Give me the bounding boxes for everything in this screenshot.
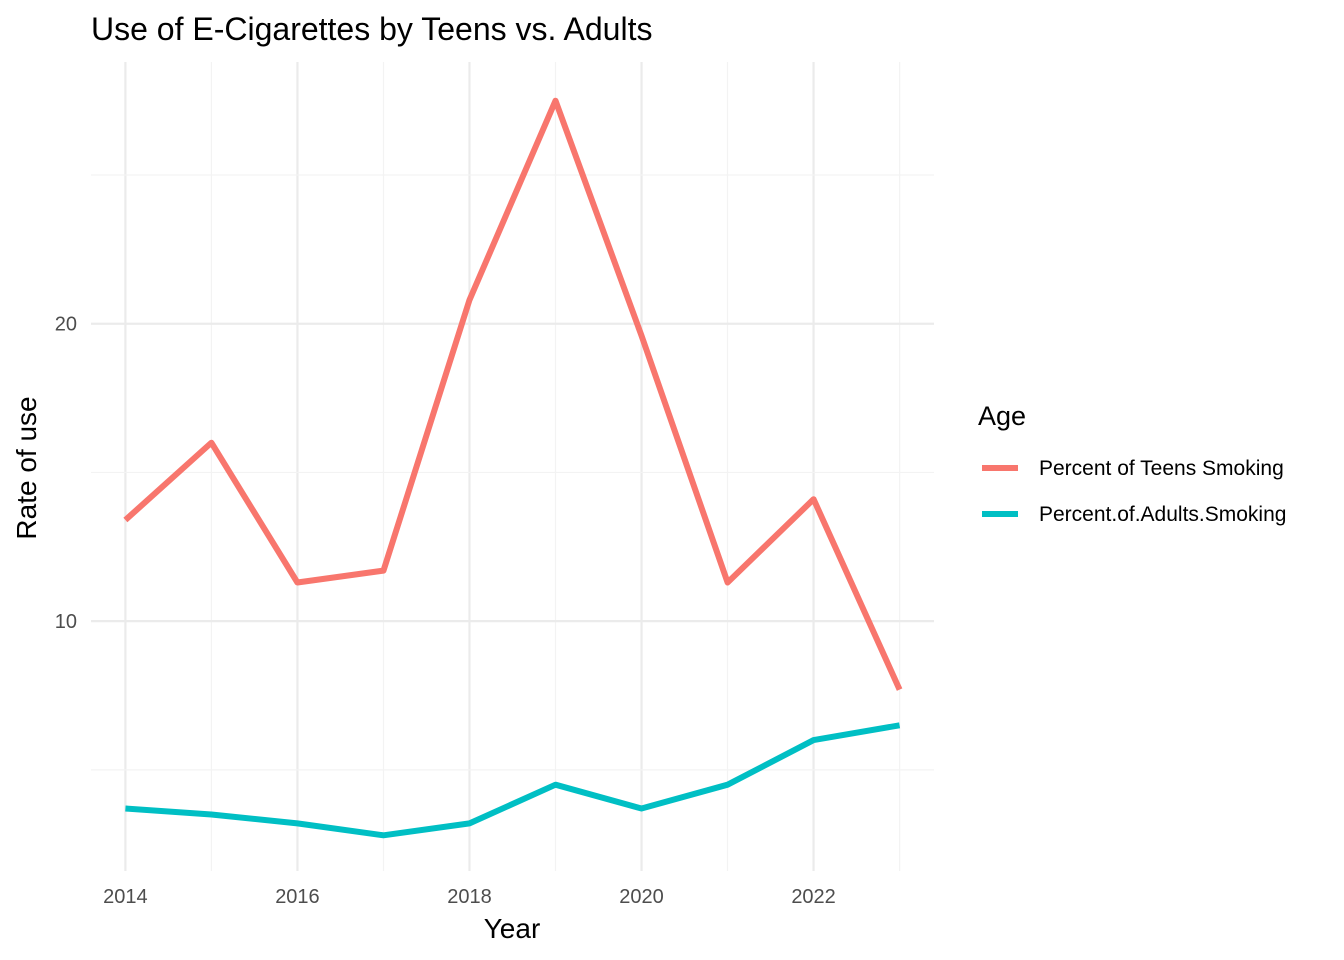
- legend-label-adults: Percent.of.Adults.Smoking: [1039, 503, 1286, 526]
- x-tick-label: 2018: [447, 886, 492, 908]
- x-tick-label: 2016: [275, 886, 320, 908]
- y-tick-label: 20: [55, 314, 77, 336]
- x-tick-label: 2020: [619, 886, 664, 908]
- chart-title: Use of E-Cigarettes by Teens vs. Adults: [91, 11, 652, 47]
- legend-label-teens: Percent of Teens Smoking: [1039, 457, 1284, 480]
- x-tick-label: 2014: [103, 886, 148, 908]
- x-axis-title: Year: [484, 913, 541, 944]
- y-tick-label: 10: [55, 611, 77, 633]
- y-tick-labels: 10 20: [55, 314, 77, 633]
- y-axis-title: Rate of use: [11, 396, 42, 539]
- series-line-adults: [125, 722, 901, 839]
- legend: Age Percent of Teens Smoking Percent.of.…: [978, 401, 1286, 526]
- series-line-teens: [123, 97, 903, 691]
- grid: [91, 62, 934, 871]
- series-layer: [123, 97, 903, 839]
- x-tick-label: 2022: [791, 886, 836, 908]
- x-tick-labels: 2014 2016 2018 2020 2022: [103, 886, 836, 908]
- legend-title: Age: [978, 401, 1026, 431]
